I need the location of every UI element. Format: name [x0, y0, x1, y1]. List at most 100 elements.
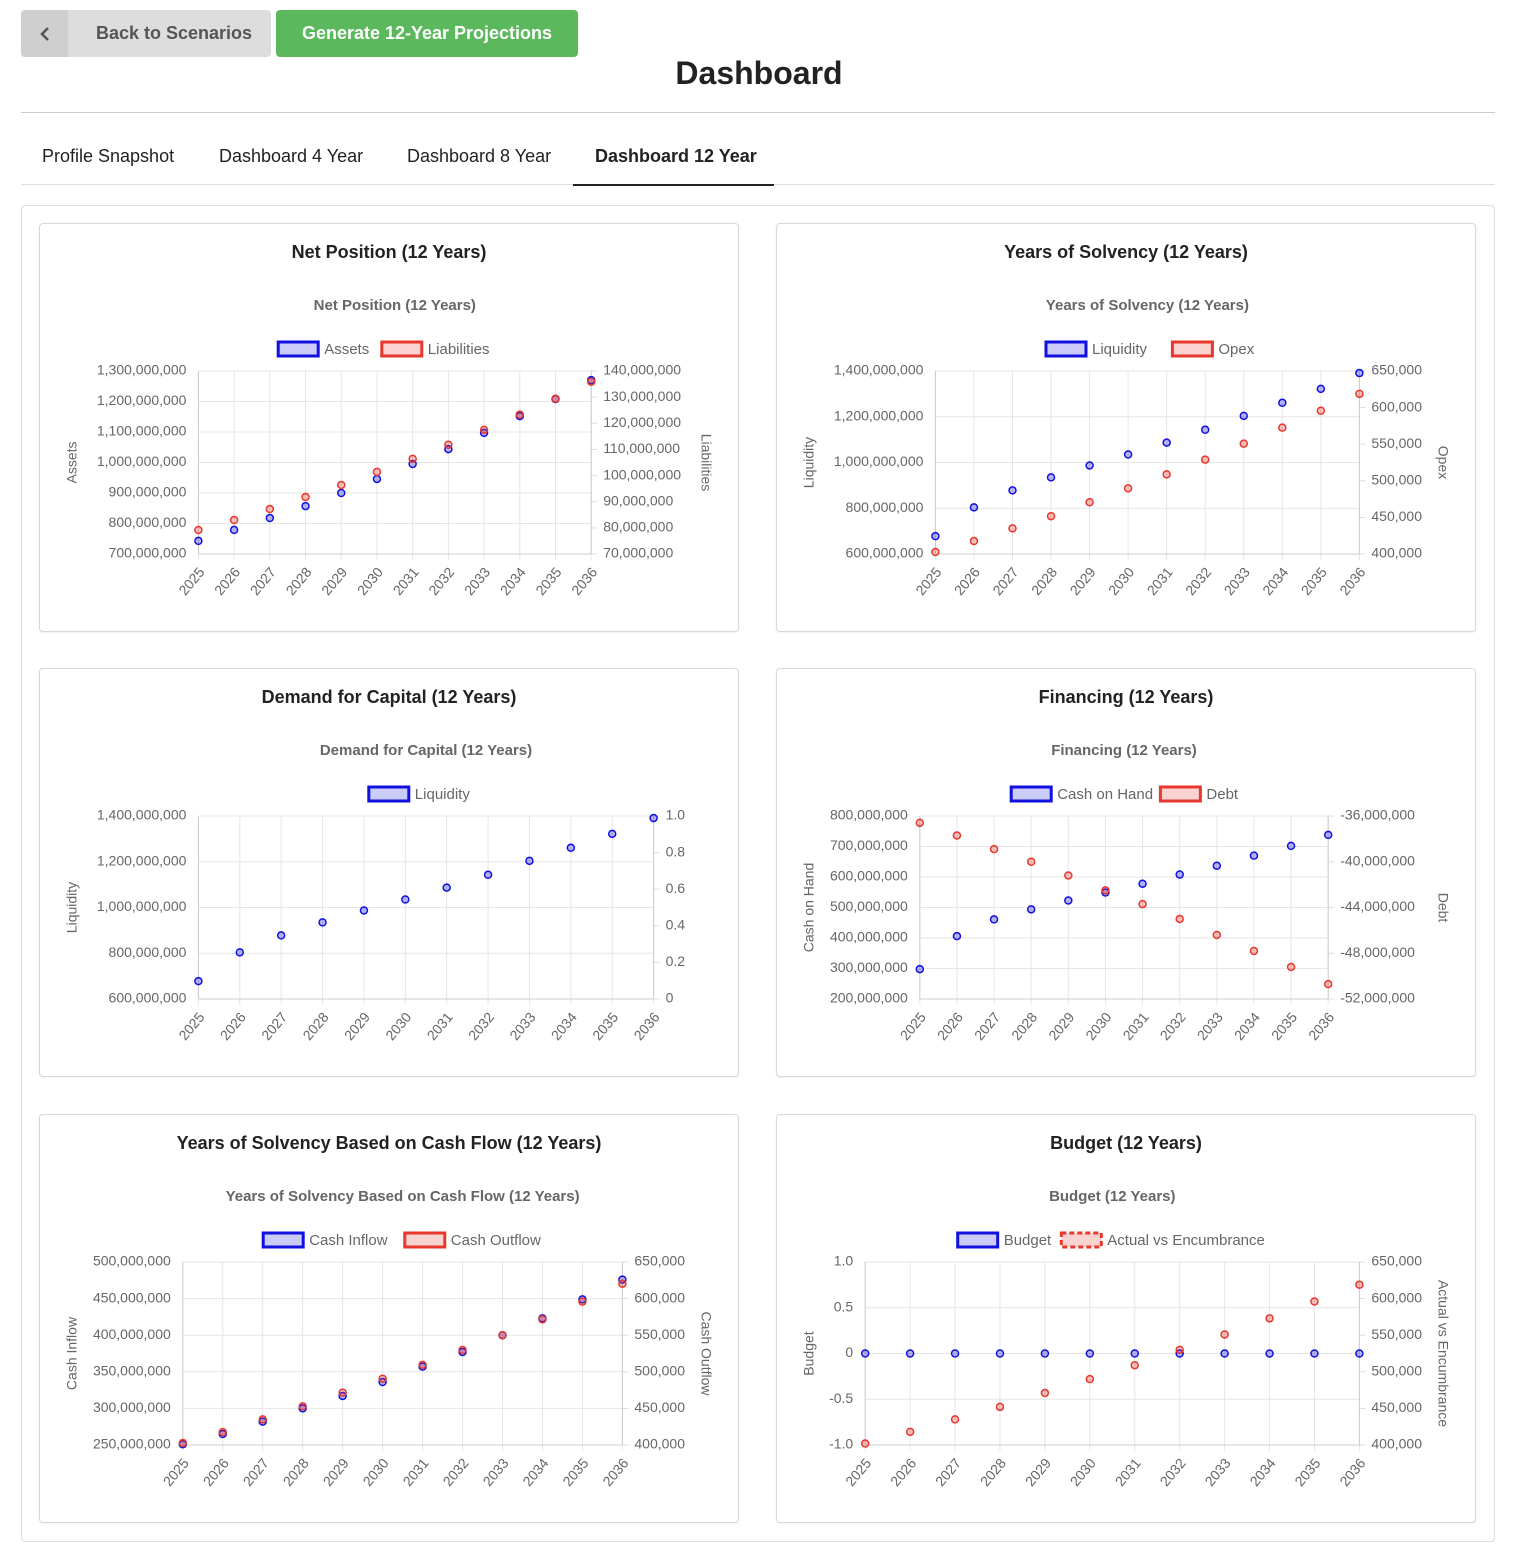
- x-tick-label: 2035: [1298, 564, 1330, 598]
- data-point: [1026, 905, 1036, 914]
- tab-active[interactable]: Dashboard 12 Year: [595, 146, 757, 166]
- data-point: [1200, 425, 1210, 435]
- data-point: [950, 1415, 960, 1424]
- y2-tick-label: 550,000: [634, 1326, 685, 1342]
- generate-button[interactable]: Generate 12-Year Projections: [276, 10, 578, 57]
- legend-label: Liquidity: [1092, 341, 1148, 358]
- data-point: [194, 525, 203, 535]
- data-point: [586, 377, 596, 386]
- x-tick-label: 2032: [1157, 1009, 1189, 1043]
- data-point: [905, 1427, 915, 1437]
- y2-axis-title: Cash Outflow: [698, 1311, 714, 1396]
- x-tick-label: 2029: [320, 1455, 352, 1489]
- x-tick-label: 2026: [951, 564, 983, 598]
- y2-tick-label: 450,000: [1371, 508, 1422, 524]
- y2-tick-label: 0: [666, 990, 674, 1006]
- data-point: [566, 843, 576, 853]
- y2-tick-label: 450,000: [1371, 1399, 1422, 1415]
- x-tick-label: 2027: [258, 1009, 290, 1043]
- data-point: [989, 844, 999, 854]
- x-tick-label: 2031: [399, 1455, 431, 1489]
- chart-card: Financing (12 Years) Financing (12 Years)…: [776, 668, 1476, 1077]
- legend-label: Opex: [1218, 341, 1254, 358]
- y2-tick-label: 0.6: [666, 880, 686, 896]
- y-tick-label: 1,000,000,000: [834, 453, 924, 469]
- legend-label: Cash on Hand: [1057, 786, 1153, 803]
- x-tick-label: 2027: [247, 564, 279, 598]
- legend-label: Actual vs Encumbrance: [1107, 1232, 1265, 1249]
- data-point: [969, 503, 979, 512]
- data-point: [1239, 439, 1249, 448]
- data-point: [301, 501, 310, 511]
- x-tick-label: 2026: [887, 1455, 919, 1489]
- tab[interactable]: Dashboard 4 Year: [219, 146, 364, 166]
- x-tick-label: 2031: [1144, 564, 1176, 598]
- data-point: [931, 531, 940, 541]
- tab[interactable]: Dashboard 8 Year: [407, 146, 552, 166]
- chevron: [39, 26, 49, 41]
- legend-swatch: [1170, 340, 1214, 358]
- x-tick-label: 2034: [1259, 564, 1291, 598]
- y-tick-label: 900,000,000: [109, 484, 187, 500]
- x-tick-label: 2029: [1066, 564, 1098, 598]
- x-tick-label: 2034: [548, 1009, 580, 1043]
- data-point: [378, 1374, 387, 1384]
- data-point: [1323, 979, 1333, 989]
- y2-tick-label: 400,000: [1371, 1436, 1422, 1452]
- tab[interactable]: Profile Snapshot: [42, 146, 175, 166]
- card-title: Demand for Capital (12 Years): [262, 687, 517, 707]
- y-axis-title: Liquidity: [801, 437, 817, 488]
- legend-label: Cash Outflow: [451, 1232, 541, 1249]
- y-axis-title: Budget: [801, 1331, 817, 1375]
- data-point: [515, 410, 525, 419]
- x-tick-label: 2025: [897, 1009, 929, 1043]
- back-icon: [21, 10, 68, 57]
- y2-tick-label: 500,000: [634, 1363, 685, 1379]
- y-tick-label: -0.5: [829, 1390, 853, 1406]
- y2-axis-title: Liabilities: [698, 434, 714, 492]
- y-tick-label: 300,000,000: [830, 959, 908, 975]
- data-point: [235, 948, 245, 957]
- data-point: [905, 1349, 915, 1358]
- card-title: Financing (12 Years): [1039, 687, 1214, 707]
- legend-swatch: [367, 785, 411, 803]
- x-tick-label: 2028: [1008, 1009, 1040, 1043]
- y-tick-label: 600,000,000: [846, 545, 924, 561]
- y2-tick-label: -36,000,000: [1340, 807, 1415, 823]
- data-point: [1175, 1345, 1184, 1355]
- data-point: [1175, 914, 1184, 924]
- data-point: [1316, 384, 1326, 394]
- data-point: [318, 918, 327, 927]
- page-title: Dashboard: [675, 55, 843, 91]
- x-tick-label: 2026: [934, 1009, 966, 1043]
- data-point: [1278, 423, 1287, 432]
- data-point: [1085, 497, 1094, 507]
- card-title: Years of Solvency Based on Cash Flow (12…: [177, 1133, 602, 1153]
- generate-label: Generate 12-Year Projections: [301, 23, 553, 43]
- card-title: Budget (12 Years): [1050, 1133, 1202, 1153]
- legend-label: Budget: [1004, 1232, 1052, 1249]
- x-tick-label: 2027: [971, 1009, 1003, 1043]
- data-point: [915, 964, 925, 974]
- x-tick-label: 2030: [382, 1009, 414, 1043]
- y-tick-label: 300,000,000: [93, 1399, 171, 1415]
- data-point: [1138, 879, 1147, 888]
- y2-axis-title: Opex: [1435, 446, 1451, 479]
- y-tick-label: 400,000,000: [93, 1326, 171, 1342]
- x-tick-label: 2036: [1336, 1455, 1368, 1489]
- data-point: [418, 1360, 427, 1370]
- y-axis-title: Cash Inflow: [64, 1316, 80, 1390]
- x-tick-label: 2033: [506, 1009, 538, 1043]
- y-tick-label: 0.5: [834, 1298, 854, 1314]
- data-point: [1026, 857, 1036, 866]
- y-tick-label: 1,400,000,000: [834, 362, 924, 378]
- back-button[interactable]: Back to Scenarios: [21, 10, 271, 57]
- data-point: [525, 856, 534, 866]
- legend-swatch: [1059, 1231, 1103, 1249]
- chart: Years of Solvency (12 Years) Years of Sol…: [801, 242, 1452, 598]
- x-tick-label: 2028: [280, 1455, 312, 1489]
- data-point: [408, 454, 417, 464]
- data-point: [336, 480, 346, 490]
- data-point: [1249, 946, 1259, 956]
- chart-card: Years of Solvency Based on Cash Flow (12…: [39, 1114, 739, 1523]
